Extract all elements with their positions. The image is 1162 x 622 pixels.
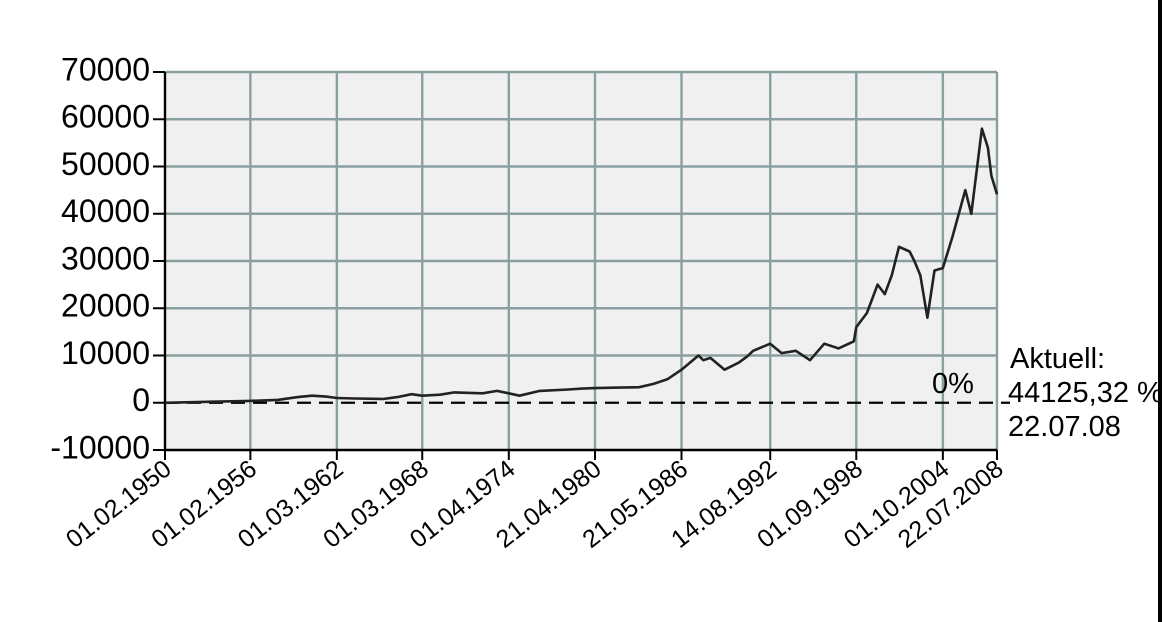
annotation-line1: Aktuell: xyxy=(1010,343,1105,375)
y-tick-label: 60000 xyxy=(61,99,150,135)
annotation-line3: 22.07.08 xyxy=(1008,411,1121,443)
y-tick-labels: 70000 60000 50000 40000 30000 20000 10000 0 -100… xyxy=(50,51,150,465)
y-tick-label: 50000 xyxy=(61,146,150,182)
frame-right-border xyxy=(1158,0,1162,622)
annotation-line2: 44125,32 % xyxy=(1008,377,1162,409)
y-tick-label: 30000 xyxy=(61,240,150,276)
y-tick-label: 40000 xyxy=(61,193,150,229)
y-tick-label: 0 xyxy=(132,382,150,418)
y-tick-label: -10000 xyxy=(50,429,150,465)
reference-line-label: 0% xyxy=(932,368,974,400)
y-tick-label: 20000 xyxy=(61,288,150,324)
y-tick-label: 10000 xyxy=(61,335,150,371)
y-tick-label: 70000 xyxy=(61,51,150,87)
series-line xyxy=(164,127,999,405)
x-tick-labels: 01.02.195001.02.195601.03.196201.03.1968… xyxy=(61,455,1009,554)
axes xyxy=(163,72,997,452)
